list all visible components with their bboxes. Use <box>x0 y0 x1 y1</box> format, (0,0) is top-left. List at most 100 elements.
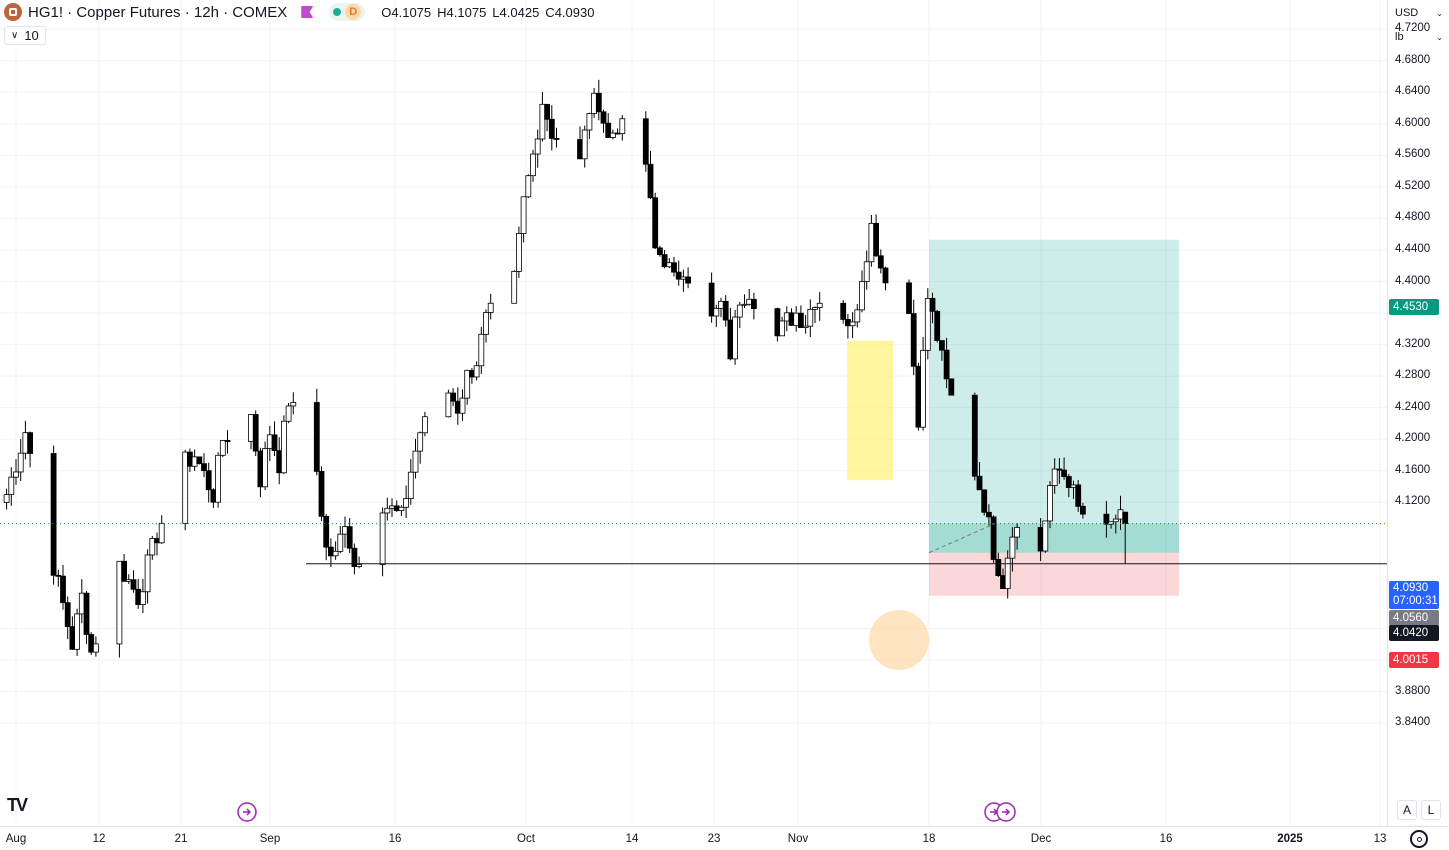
candle <box>783 306 790 332</box>
candle <box>337 525 344 554</box>
candle <box>751 292 757 320</box>
candle <box>544 103 550 132</box>
symbol-title[interactable]: HG1! · Copper Futures · 12h · COMEX <box>28 3 288 21</box>
candle <box>708 272 715 323</box>
time-tick-label: 13 <box>1373 833 1387 845</box>
candle <box>840 300 847 324</box>
candle <box>553 127 560 148</box>
price-chart[interactable] <box>0 0 1387 826</box>
candle <box>534 129 541 168</box>
candle <box>266 425 273 462</box>
candle <box>581 125 588 168</box>
time-tick-label: Sep <box>259 833 281 845</box>
price-tick-label: 4.6800 <box>1395 53 1431 66</box>
candle <box>525 174 532 199</box>
candle <box>139 578 146 614</box>
time-axis[interactable]: Aug 12 21 Sep 16 Oct 14 23 Nov 18 Dec 16 2025 13 <box>0 826 1449 850</box>
candle <box>657 245 663 257</box>
target-price-tag: 4.4530 <box>1389 299 1439 315</box>
highlight-zone <box>847 340 893 481</box>
candle <box>125 574 132 584</box>
candle <box>445 389 452 418</box>
candle <box>121 553 127 582</box>
candle <box>680 269 687 292</box>
candle <box>78 579 85 624</box>
time-tick-label: Nov <box>787 833 809 845</box>
candle <box>595 79 602 121</box>
candle <box>60 565 66 610</box>
candle <box>389 498 395 517</box>
candle <box>873 214 879 258</box>
candle <box>196 456 203 465</box>
chart-overlays <box>0 523 1387 822</box>
candle <box>854 303 861 328</box>
bar-countdown: 07:00:31 <box>1393 595 1438 607</box>
time-tick-label: 18 <box>922 833 936 845</box>
candle <box>924 288 931 360</box>
candlestick-series <box>3 79 1129 658</box>
candle <box>252 410 259 456</box>
candle <box>1004 550 1011 599</box>
flag-icon[interactable] <box>301 6 314 18</box>
price-tick-label: 3.8400 <box>1395 716 1431 729</box>
tradingview-logo[interactable]: TV <box>7 795 28 815</box>
ohlc-values: O4.1075 H4.1075 L4.0425 C4.0930 <box>381 5 594 20</box>
candle <box>971 392 978 481</box>
chevron-down-icon: ⌄ <box>1436 32 1443 42</box>
auto-scale-button[interactable]: A <box>1397 800 1417 820</box>
candle <box>746 288 753 306</box>
candle <box>548 105 555 151</box>
candle <box>327 538 334 568</box>
candle <box>1080 502 1086 519</box>
price-tick-label: 4.1200 <box>1395 495 1431 508</box>
candle <box>863 250 870 290</box>
candle <box>600 109 607 133</box>
candle <box>276 437 283 485</box>
candle <box>939 340 945 361</box>
candle <box>1047 480 1053 529</box>
price-scale[interactable] <box>1387 0 1449 826</box>
candle <box>976 462 983 491</box>
log-scale-button[interactable]: L <box>1421 800 1441 820</box>
candle <box>351 543 358 575</box>
candle <box>929 292 936 324</box>
indicator-length-toggle[interactable]: ∨ 10 <box>4 26 46 45</box>
copper-symbol-icon[interactable] <box>4 3 22 21</box>
price-tick-label: 4.2000 <box>1395 432 1431 445</box>
position-profit-zone <box>929 239 1179 553</box>
swing-low-marker <box>869 610 929 670</box>
currency-select[interactable]: USD ⌄ <box>1392 3 1446 23</box>
candle <box>219 440 226 458</box>
candle <box>342 516 348 548</box>
candle <box>8 467 15 506</box>
candle <box>666 258 673 269</box>
candle <box>718 297 724 318</box>
candle <box>473 361 480 381</box>
candle <box>55 569 62 587</box>
candle <box>722 295 729 327</box>
unit-select[interactable]: lb ⌄ <box>1392 27 1446 47</box>
candle <box>577 126 583 160</box>
candle <box>93 636 99 657</box>
candle <box>1065 474 1072 498</box>
candle <box>323 514 330 561</box>
time-tick-label: 16 <box>388 833 402 845</box>
gear-icon[interactable] <box>1410 830 1428 848</box>
candle <box>454 387 461 425</box>
candle <box>257 447 264 498</box>
price-tick-label: 4.4000 <box>1395 274 1431 287</box>
candle <box>483 309 489 343</box>
event-marker-icon <box>237 802 257 822</box>
candle <box>675 260 682 286</box>
candle <box>130 570 137 593</box>
market-status[interactable]: D <box>329 3 366 21</box>
candle <box>17 439 24 481</box>
candle <box>605 113 612 138</box>
candle <box>849 312 856 339</box>
candle <box>943 337 950 389</box>
candle <box>652 192 659 250</box>
candle <box>64 596 71 640</box>
time-tick-label: 2025 <box>1277 833 1303 845</box>
price-tick-label: 4.2800 <box>1395 369 1431 382</box>
candle <box>69 616 76 651</box>
